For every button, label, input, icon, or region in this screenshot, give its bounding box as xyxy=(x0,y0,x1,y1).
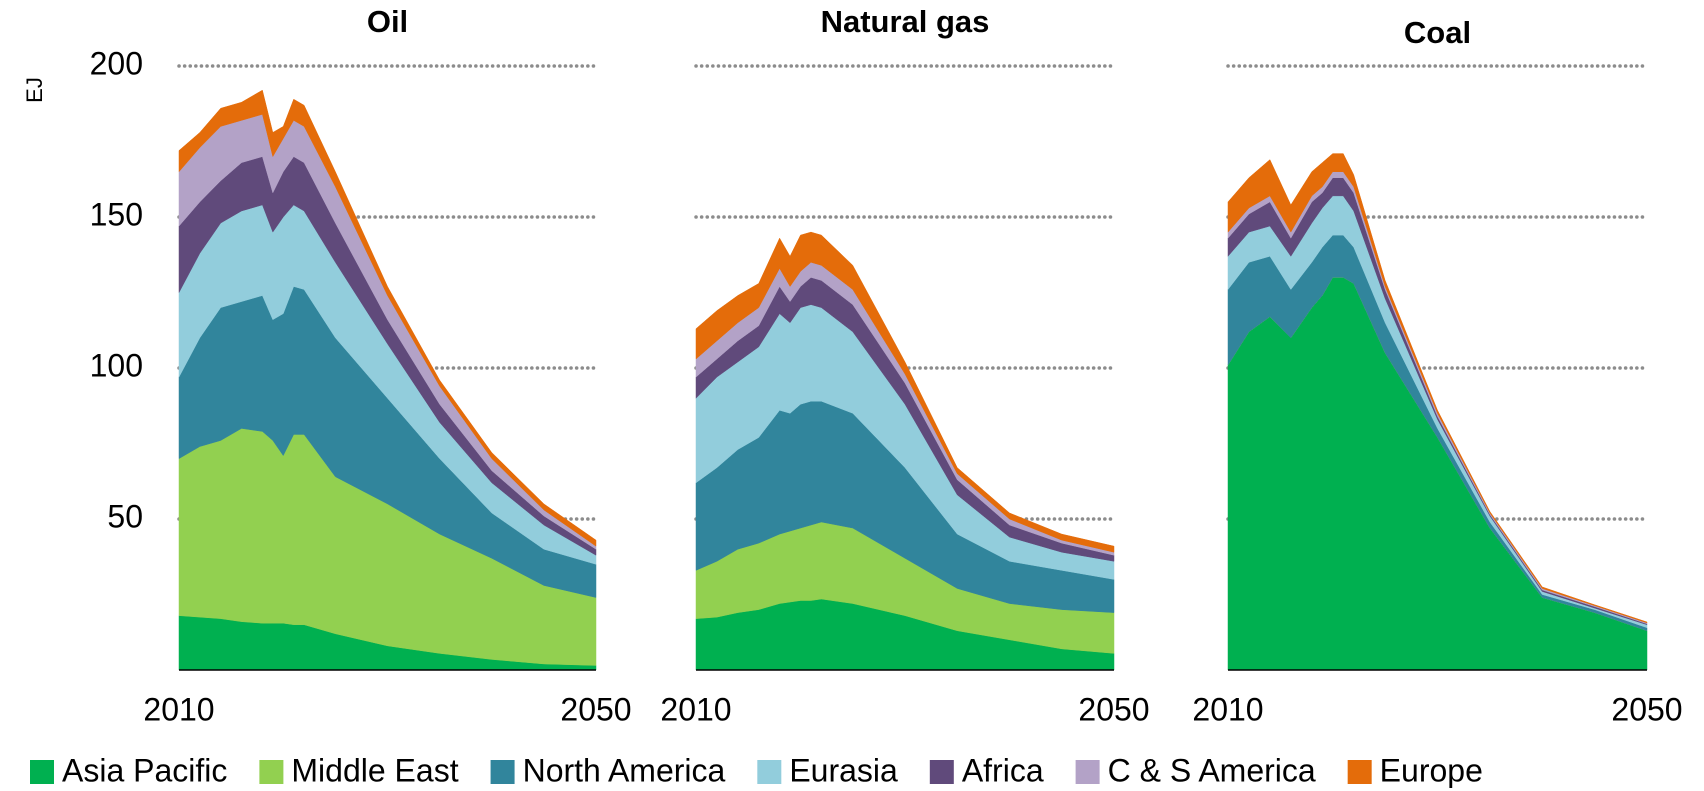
panel-title: Oil xyxy=(367,4,408,39)
legend-item: Eurasia xyxy=(757,752,898,788)
legend-item: Middle East xyxy=(259,752,459,788)
y-tick-label: 50 xyxy=(107,498,143,534)
legend-swatch xyxy=(1347,760,1372,784)
legend-label: Asia Pacific xyxy=(62,752,227,788)
legend-label: Africa xyxy=(962,752,1044,788)
legend-swatch xyxy=(757,760,782,784)
panel-title: Natural gas xyxy=(821,4,990,39)
legend-item: C & S America xyxy=(1075,752,1316,788)
x-tick-label: 2010 xyxy=(660,691,731,727)
legend-label: Middle East xyxy=(291,752,458,788)
x-tick-label: 2050 xyxy=(560,691,631,727)
y-tick-label: 100 xyxy=(90,347,143,383)
legend-item: Africa xyxy=(929,752,1044,788)
area xyxy=(1227,153,1648,624)
legend-swatch xyxy=(30,760,54,784)
legend-item: Europe xyxy=(1347,752,1483,788)
legend-item: North America xyxy=(490,752,726,788)
legend-swatch xyxy=(259,760,284,784)
y-tick-label: 150 xyxy=(90,196,143,232)
legend-swatch xyxy=(1075,760,1100,784)
legend-swatch xyxy=(490,760,515,784)
y-axis-label: EJ xyxy=(22,77,47,103)
area xyxy=(695,231,1115,553)
legend-label: North America xyxy=(523,752,726,788)
legend-item: Asia Pacific xyxy=(30,752,227,788)
x-tick-label: 2010 xyxy=(143,691,214,727)
y-tick-label: 200 xyxy=(90,45,143,81)
area xyxy=(178,89,597,547)
x-tick-label: 2050 xyxy=(1611,691,1682,727)
panel-title: Coal xyxy=(1404,15,1471,50)
x-tick-label: 2050 xyxy=(1078,691,1149,727)
legend-label: C & S America xyxy=(1108,752,1316,788)
x-tick-label: 2010 xyxy=(1192,691,1263,727)
legend-swatch xyxy=(929,760,954,784)
legend-label: Europe xyxy=(1380,752,1483,788)
legend-label: Eurasia xyxy=(789,752,898,788)
